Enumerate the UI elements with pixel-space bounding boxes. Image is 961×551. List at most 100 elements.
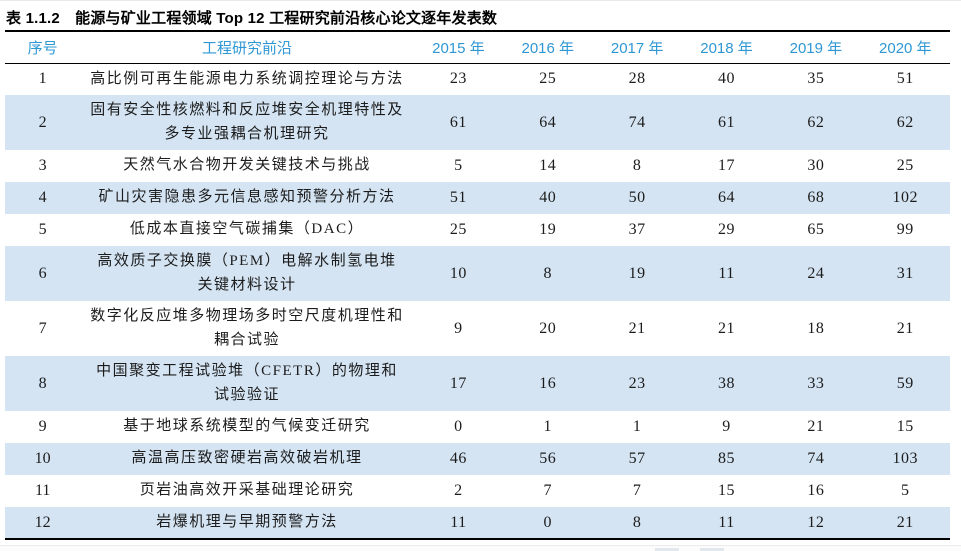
count-2018: 17 [718, 157, 736, 174]
count-2018: 29 [718, 221, 736, 238]
count-2015: 9 [454, 319, 463, 337]
col-header-year-2018: 2018 年 [700, 39, 753, 57]
col-header-year-2020: 2020 年 [879, 39, 932, 57]
count-2019: 68 [807, 189, 825, 206]
count-2015: 2 [454, 482, 463, 499]
frontier-name: 低成本直接空气碳捕集（DAC） [129, 221, 365, 238]
count-2019: 16 [807, 482, 825, 499]
table-row: 12 岩爆机理与早期预警方法 11 0 8 11 12 21 [5, 507, 950, 539]
count-2019: 21 [807, 418, 825, 435]
count-2015: 23 [449, 70, 467, 88]
count-2017: 1 [632, 418, 642, 435]
frontier-name: 高效质子交换膜（PEM）电解水制氢电堆 关键材料设计 [97, 253, 397, 293]
count-2020: 31 [896, 264, 914, 282]
row-number: 10 [34, 450, 51, 467]
cropped-fragment [655, 548, 679, 551]
table-row: 11 页岩油高效开采基础理论研究 2 7 7 15 16 5 [5, 475, 950, 507]
count-2018: 40 [718, 70, 736, 88]
count-2019: 62 [807, 113, 825, 131]
count-2018: 11 [718, 264, 735, 282]
count-2016: 20 [539, 319, 557, 337]
count-2018: 9 [722, 418, 731, 435]
table-header: 序号 工程研究前沿 2015 年 2016 年 2017 年 2018 年 20… [5, 31, 950, 63]
cropped-fragment [700, 548, 724, 551]
count-2019: 74 [807, 450, 825, 467]
row-number: 4 [38, 189, 47, 206]
next-content-sliver [0, 545, 961, 551]
table-caption: 表 1.1.2 能源与矿业工程领域 Top 12 工程研究前沿核心论文逐年发表数 [6, 10, 498, 27]
count-2018: 38 [718, 374, 736, 392]
count-2020: 62 [896, 113, 914, 131]
count-2015: 25 [449, 221, 467, 238]
count-2016: 7 [543, 482, 553, 499]
count-2016: 1 [543, 418, 553, 435]
count-2019: 65 [807, 221, 825, 238]
count-2015: 17 [449, 374, 467, 392]
row-number: 11 [34, 482, 51, 499]
row-number: 3 [38, 157, 47, 174]
table-row: 1 高比例可再生能源电力系统调控理论与方法 23 25 28 40 35 51 [5, 63, 950, 95]
count-2016: 14 [539, 157, 557, 174]
count-2017: 8 [632, 157, 642, 174]
row-number: 2 [38, 113, 47, 131]
count-2017: 23 [628, 374, 646, 392]
count-2017: 50 [628, 189, 646, 206]
count-2018: 15 [718, 482, 736, 499]
count-2017: 21 [628, 319, 646, 337]
count-2018: 21 [718, 319, 736, 337]
table-row: 8 中国聚变工程试验堆（CFETR）的物理和 试验验证 17 16 23 38 … [5, 356, 950, 411]
count-2016: 16 [539, 374, 557, 392]
count-2019: 35 [807, 70, 825, 88]
frontier-name: 固有安全性核燃料和反应堆安全机理特性及 多专业强耦合机理研究 [90, 102, 404, 142]
frontier-name: 页岩油高效开采基础理论研究 [139, 482, 355, 499]
count-2015: 46 [449, 450, 467, 467]
row-number: 8 [38, 374, 47, 392]
table-body: 1 高比例可再生能源电力系统调控理论与方法 23 25 28 40 35 51 … [5, 63, 950, 539]
count-2016: 25 [539, 70, 557, 88]
table-row: 2 固有安全性核燃料和反应堆安全机理特性及 多专业强耦合机理研究 61 64 7… [5, 95, 950, 150]
count-2016: 56 [539, 450, 557, 467]
count-2020: 21 [896, 319, 914, 337]
frontier-name: 岩爆机理与早期预警方法 [156, 513, 338, 530]
count-2020: 99 [896, 221, 914, 238]
table-row: 4 矿山灾害隐患多元信息感知预警分析方法 51 40 50 64 68 102 [5, 182, 950, 214]
count-2020: 59 [896, 374, 914, 392]
count-2016: 19 [539, 221, 557, 238]
count-2018: 85 [718, 450, 736, 467]
table-row: 6 高效质子交换膜（PEM）电解水制氢电堆 关键材料设计 10 8 19 11 … [5, 246, 950, 301]
count-2017: 57 [628, 450, 646, 467]
row-number: 9 [38, 418, 47, 435]
frontier-name: 基于地球系统模型的气候变迁研究 [123, 418, 371, 435]
count-2019: 18 [807, 319, 825, 337]
col-header-year-2017: 2017 年 [610, 39, 664, 57]
frontier-name: 矿山灾害隐患多元信息感知预警分析方法 [98, 189, 396, 206]
count-2020: 51 [896, 70, 914, 88]
count-2020: 103 [892, 450, 919, 467]
count-2019: 12 [807, 513, 825, 531]
count-2015: 51 [449, 189, 467, 206]
count-2018: 64 [718, 189, 736, 206]
count-2017: 7 [632, 482, 642, 499]
count-2016: 0 [543, 513, 553, 531]
core-papers-table: 序号 工程研究前沿 2015 年 2016 年 2017 年 2018 年 20… [5, 30, 950, 540]
header-row: 序号 工程研究前沿 2015 年 2016 年 2017 年 2018 年 20… [5, 31, 950, 63]
count-2020: 102 [892, 189, 919, 206]
count-2016: 40 [539, 189, 557, 206]
table-row: 5 低成本直接空气碳捕集（DAC） 25 19 37 29 65 99 [5, 214, 950, 246]
table-row: 9 基于地球系统模型的气候变迁研究 0 1 1 9 21 15 [5, 411, 950, 443]
row-number: 5 [38, 221, 47, 238]
count-2017: 74 [628, 113, 646, 131]
count-2017: 19 [628, 264, 646, 282]
count-2015: 10 [449, 264, 467, 282]
count-2019: 24 [807, 264, 825, 282]
count-2015: 61 [449, 113, 467, 131]
frontier-name: 天然气水合物开发关键技术与挑战 [123, 157, 371, 174]
frontier-name: 数字化反应堆多物理场多时空尺度机理性和 耦合试验 [90, 308, 404, 348]
count-2019: 33 [807, 374, 825, 392]
count-2016: 64 [539, 113, 557, 131]
table-row: 7 数字化反应堆多物理场多时空尺度机理性和 耦合试验 9 20 21 21 18… [5, 301, 950, 356]
table-row: 3 天然气水合物开发关键技术与挑战 5 14 8 17 30 25 [5, 150, 950, 182]
row-number: 1 [38, 70, 47, 88]
count-2015: 5 [454, 157, 463, 174]
